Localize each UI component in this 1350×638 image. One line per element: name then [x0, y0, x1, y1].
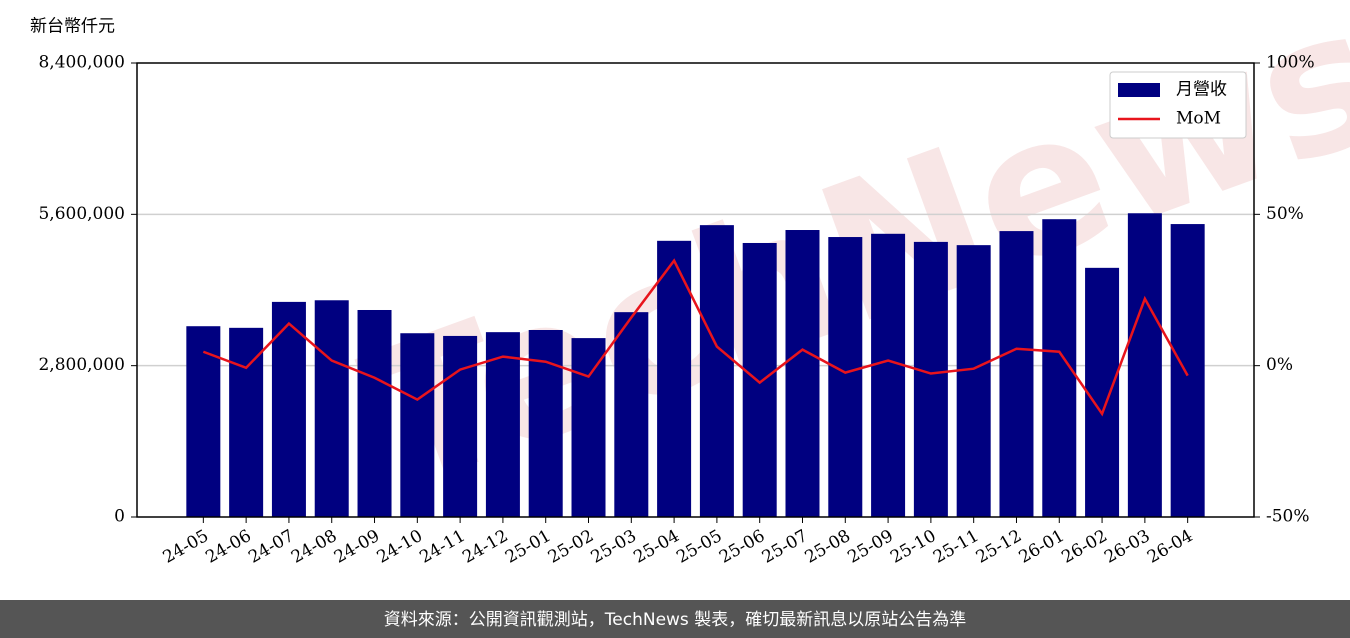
bar: [828, 237, 863, 518]
legend-label: 月營收: [1176, 80, 1227, 100]
y-tick-label: 2,800,000: [38, 355, 125, 375]
x-tick-label: 26-04: [1144, 526, 1196, 568]
line: [202, 258, 1189, 417]
y2-tick-label: 50%: [1266, 204, 1304, 224]
y-tick-label: 5,600,000: [38, 204, 125, 224]
x-tick-label: 26-02: [1058, 526, 1110, 568]
x-tick-label: 26-01: [1016, 526, 1068, 568]
plot-frame: [136, 62, 1255, 518]
y2-tick-label: -50%: [1266, 507, 1310, 527]
bar: [314, 300, 349, 517]
y-tick-label: 8,400,000: [38, 53, 125, 73]
x-tick-label: 26-03: [1101, 526, 1153, 568]
x-tick-label: 25-10: [887, 526, 939, 568]
bar: [528, 329, 563, 517]
bar: [186, 326, 221, 517]
y2-tick-label: 100%: [1266, 53, 1315, 73]
bar: [1127, 213, 1162, 517]
bar: [1170, 224, 1205, 518]
bar: [614, 312, 649, 517]
x-tick-label: 25-12: [973, 526, 1025, 568]
bar: [485, 332, 520, 517]
legend-label: MoM: [1176, 109, 1221, 129]
bar: [871, 233, 906, 518]
x-tick-label: 25-02: [545, 526, 597, 568]
x-tick-label: 24-05: [160, 526, 212, 568]
footer-bar: [0, 600, 1350, 638]
y2-tick-label: 0%: [1266, 355, 1293, 375]
x-tick-label: 25-07: [759, 526, 811, 568]
x-tick-label: 24-12: [459, 526, 511, 568]
bar: [443, 335, 478, 517]
x-tick-label: 25-05: [673, 526, 725, 568]
x-tick-label: 25-04: [630, 526, 682, 568]
bar: [357, 309, 392, 517]
x-tick-label: 25-09: [844, 526, 896, 568]
bar: [742, 242, 777, 517]
y-tick-label: 0: [114, 507, 125, 527]
x-tick-label: 24-11: [416, 526, 468, 568]
x-tick-label: 25-08: [802, 526, 854, 568]
bar: [657, 240, 692, 518]
bar: [571, 338, 606, 517]
bar: [699, 225, 734, 517]
x-tick-label: 25-03: [588, 526, 640, 568]
legend-swatch: [1118, 83, 1160, 97]
x-tick-label: 25-01: [502, 526, 554, 568]
bar: [785, 230, 820, 517]
x-tick-label: 24-09: [331, 526, 383, 568]
x-tick-label: 24-06: [202, 526, 254, 568]
x-tick-label: 24-07: [245, 526, 297, 568]
x-tick-label: 24-10: [374, 526, 426, 568]
bar: [400, 333, 435, 517]
footer-text: 資料來源：公開資訊觀測站，TechNews 製表，確切最新訊息以原站公告為準: [384, 610, 966, 630]
bar: [956, 245, 991, 517]
x-tick-label: 25-11: [930, 526, 982, 568]
bar: [999, 231, 1034, 518]
x-tick-label: 24-08: [288, 526, 340, 568]
x-tick-label: 25-06: [716, 526, 768, 568]
y-axis-label: 新台幣仟元: [30, 17, 115, 37]
bar: [271, 301, 306, 517]
bar: [1085, 267, 1120, 517]
bar: [913, 241, 948, 517]
bar: [229, 327, 264, 517]
